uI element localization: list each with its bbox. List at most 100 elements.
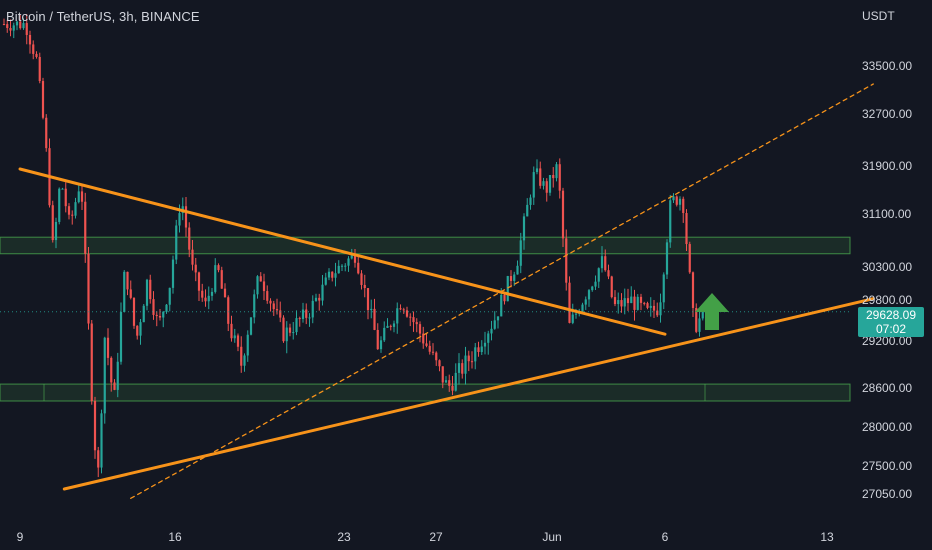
candle-down: [675, 196, 678, 205]
candle-up: [386, 325, 389, 328]
candle-up: [672, 196, 675, 201]
candle-down: [399, 308, 402, 310]
candle-down: [223, 288, 227, 298]
candle-down: [441, 366, 444, 383]
time-tick-label: 23: [337, 530, 351, 544]
candle-up: [548, 175, 552, 193]
candle-down: [106, 337, 110, 358]
price-tick-label: 27050.00: [862, 487, 912, 501]
candle-up: [597, 268, 600, 282]
candle-down: [357, 262, 360, 274]
candle-up: [571, 314, 574, 323]
candle-down: [269, 300, 272, 304]
candle-down: [366, 288, 370, 311]
candle-up: [178, 213, 181, 226]
candle-down: [35, 53, 38, 57]
candle-down: [45, 117, 48, 149]
candle-down: [194, 264, 197, 273]
candle-up: [340, 265, 344, 267]
candle-up: [506, 276, 509, 302]
candle-down: [41, 81, 45, 118]
candle-down: [28, 34, 32, 45]
candle-up: [210, 291, 214, 296]
support-zone: [0, 383, 851, 402]
price-tick-label: 29200.00: [862, 334, 912, 348]
candle-up: [142, 305, 145, 323]
candle-up: [649, 305, 652, 308]
price-tick-label: 33500.00: [862, 59, 912, 73]
candle-up: [61, 188, 64, 190]
candle-down: [438, 360, 441, 367]
candle-down: [113, 382, 116, 390]
candle-up: [630, 296, 633, 304]
candle-down: [503, 294, 506, 302]
candle-down: [409, 316, 412, 318]
candle-down: [425, 343, 428, 346]
candle-up: [529, 197, 532, 205]
candle-down: [568, 282, 571, 323]
candle-down: [84, 201, 87, 254]
candle-down: [149, 279, 152, 300]
candle-down: [87, 253, 90, 324]
price-tick-label: 28000.00: [862, 420, 912, 434]
candle-up: [493, 320, 496, 329]
candle-up: [526, 204, 529, 217]
price-tick-label: 31900.00: [862, 159, 912, 173]
candle-down: [227, 297, 230, 324]
candle-up: [171, 259, 175, 288]
candle-down: [6, 24, 9, 28]
candle-down: [126, 271, 129, 290]
candle-up: [347, 258, 350, 266]
candle-down: [275, 309, 279, 311]
candle-down: [64, 188, 67, 207]
candle-down: [97, 450, 100, 468]
candle-up: [119, 311, 123, 362]
candle-down: [266, 291, 269, 301]
candle-down: [90, 323, 93, 401]
last-price-badge: 29628.09 07:02: [858, 307, 924, 337]
candle-up: [285, 327, 288, 342]
candle-up: [344, 265, 347, 267]
candle-down: [561, 190, 565, 239]
candle-down: [695, 307, 698, 332]
candle-down: [389, 325, 392, 327]
candle-up: [214, 265, 217, 292]
candle-down: [448, 380, 451, 386]
candle-down: [405, 310, 409, 317]
candle-down: [477, 347, 480, 352]
candle-down: [633, 296, 636, 310]
candle-down: [415, 322, 418, 325]
time-axis: 9 16 23 27 Jun 6 13: [17, 530, 834, 544]
candle-down: [71, 214, 74, 216]
candle-down: [604, 256, 607, 271]
candle-down: [236, 335, 240, 347]
candle-down: [132, 297, 136, 326]
candle-up: [145, 279, 149, 306]
candle-down: [428, 345, 431, 352]
candle-up: [301, 309, 305, 319]
candle-up: [77, 191, 80, 203]
up-arrow-shape: [695, 293, 729, 330]
candle-up: [324, 277, 327, 285]
candle-up: [308, 317, 311, 319]
time-tick-label: Jun: [542, 530, 561, 544]
candle-down: [188, 227, 191, 250]
candle-down: [470, 361, 474, 363]
symbol-title: Bitcoin / TetherUS, 3h, BINANCE: [6, 9, 200, 24]
candle-down: [93, 400, 97, 451]
candle-down: [298, 318, 301, 320]
candle-down: [38, 56, 41, 82]
candle-down: [373, 308, 376, 330]
candle-up: [464, 355, 467, 374]
candle-up: [396, 308, 399, 324]
candle-up: [617, 300, 620, 305]
candle-down: [545, 181, 548, 193]
candle-up: [500, 294, 503, 317]
resistance-zone: [0, 236, 851, 255]
candle-up: [581, 304, 584, 313]
candle-up: [392, 323, 396, 327]
candle-down: [331, 271, 334, 278]
candle-down: [110, 357, 113, 383]
candle-up: [350, 254, 353, 259]
